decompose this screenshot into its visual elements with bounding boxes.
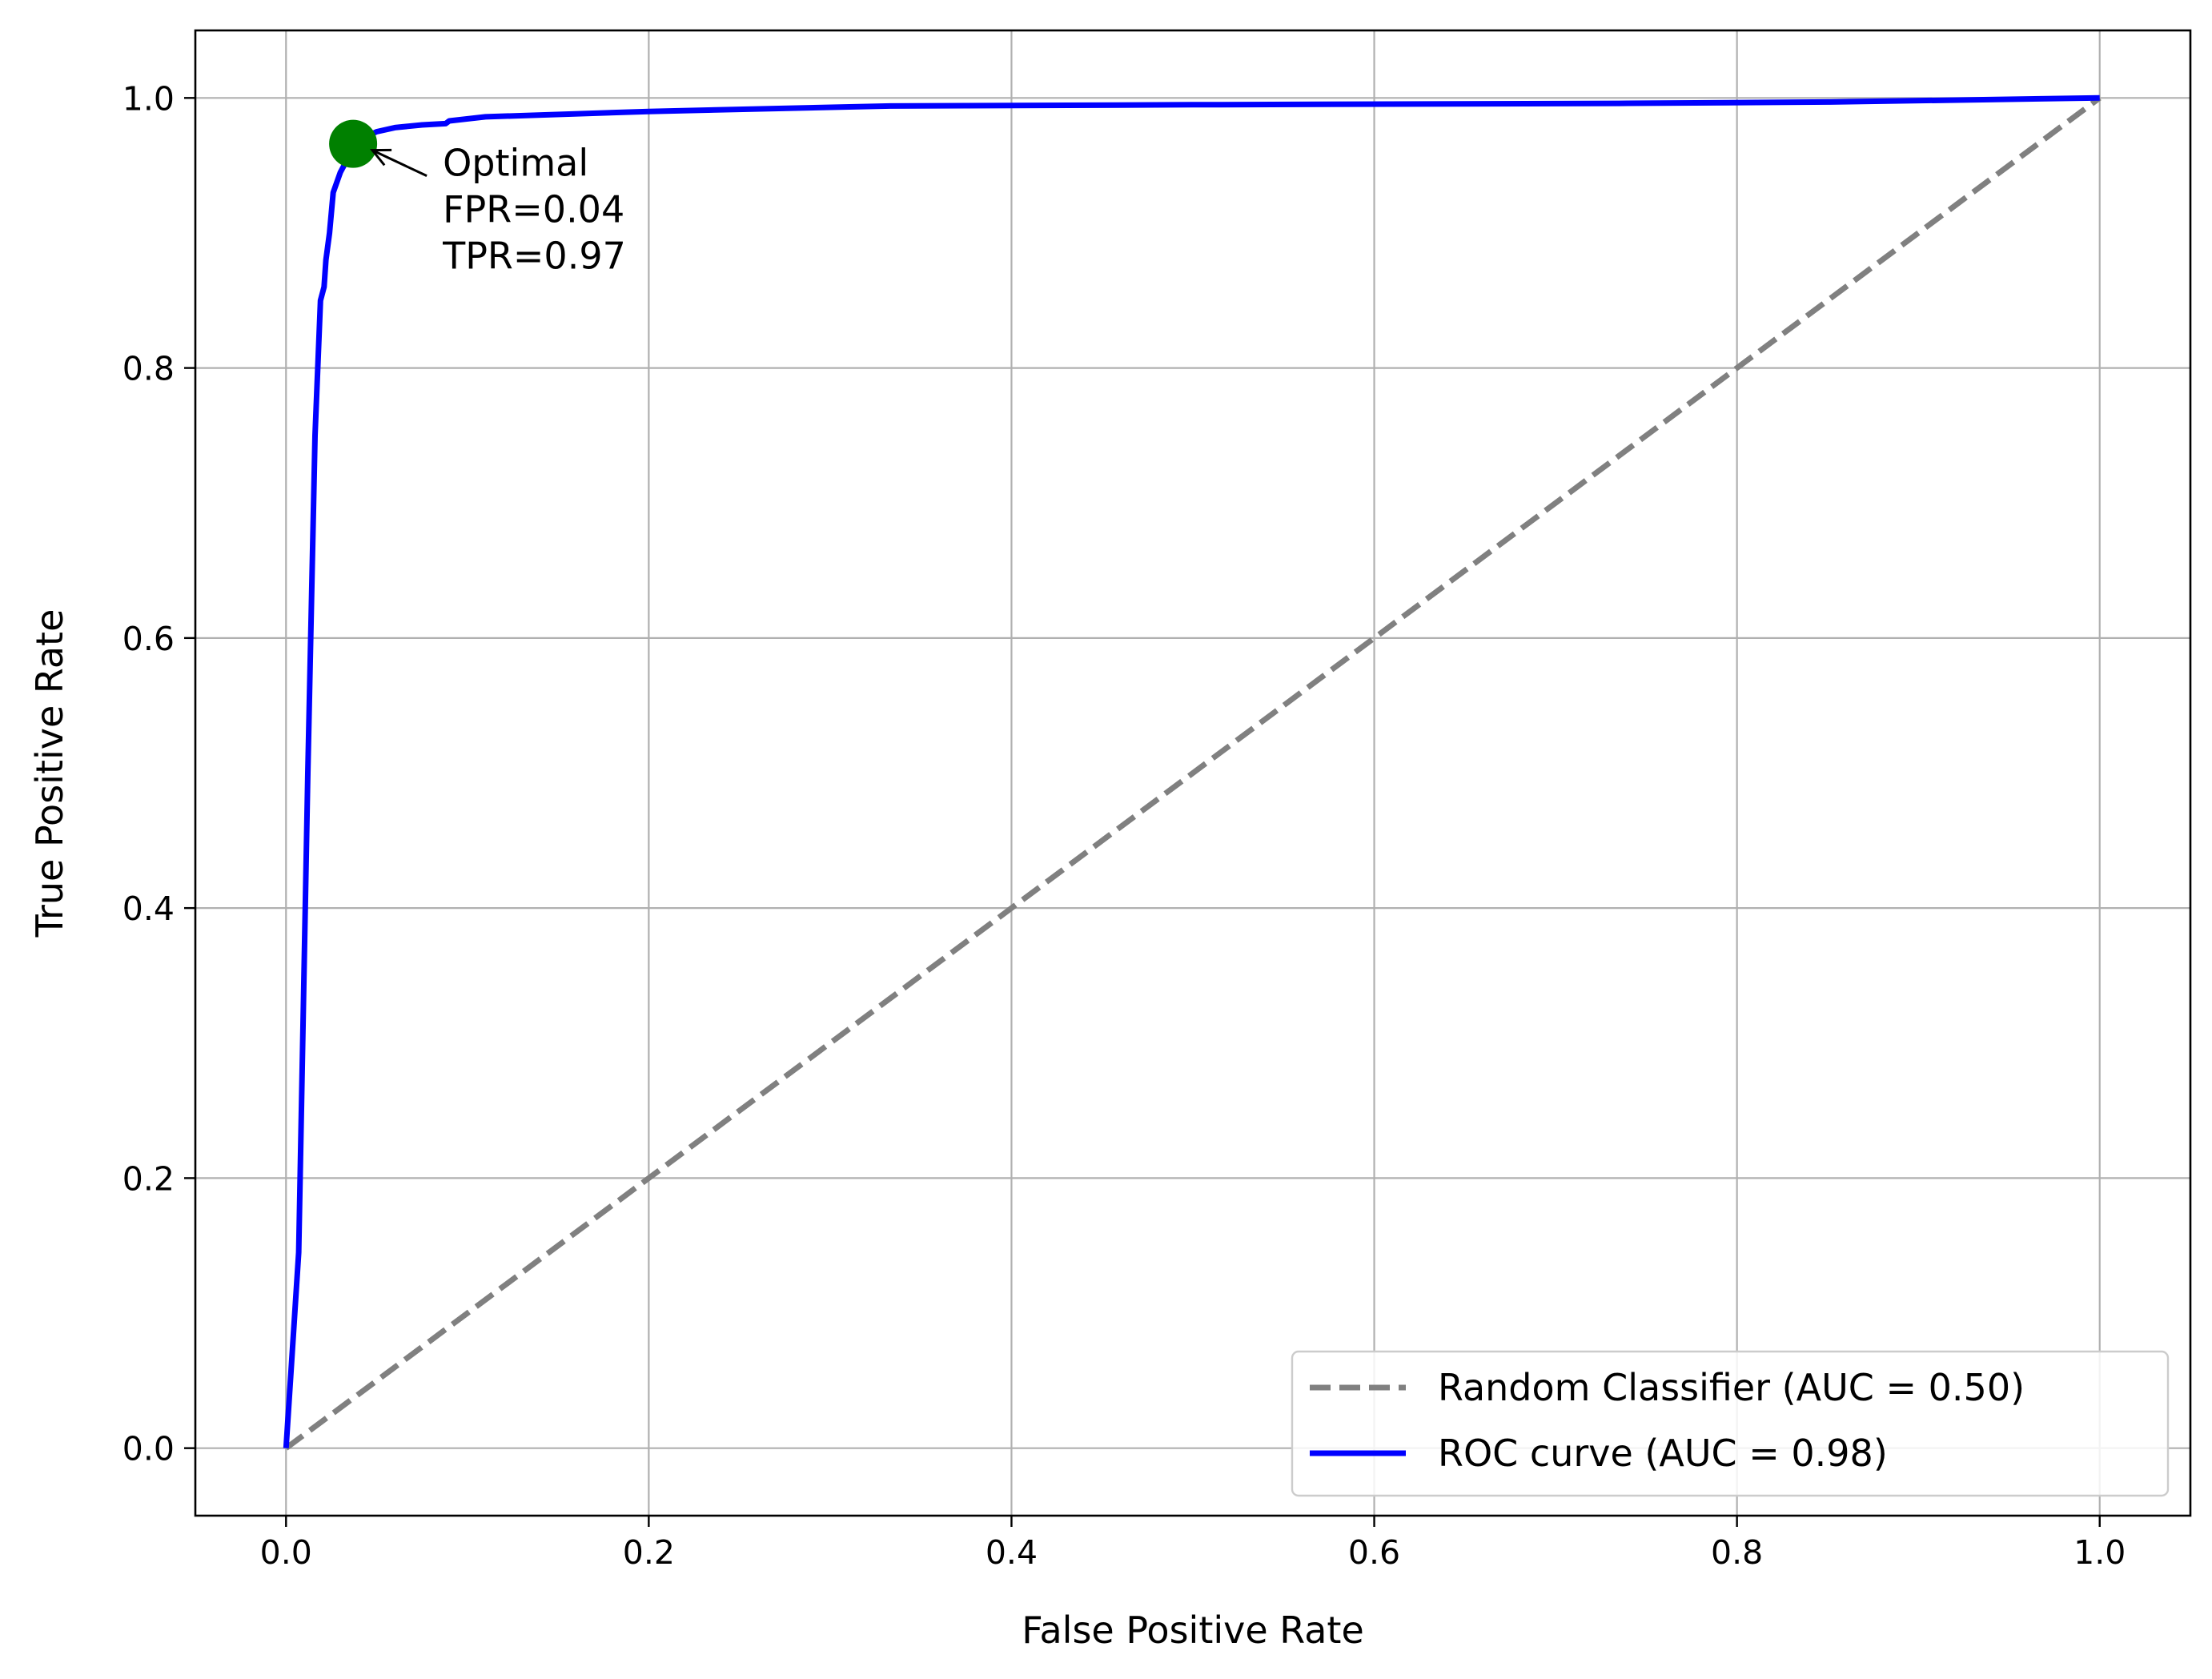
plot-points (329, 119, 378, 168)
legend-label-0: Random Classifier (AUC = 0.50) (1438, 1366, 2025, 1409)
annotation-line-2: TPR=0.97 (442, 235, 626, 278)
x-tick-label-2: 0.4 (986, 1533, 1038, 1572)
y-axis-label: True Positive Rate (28, 609, 71, 938)
x-tick-label-4: 0.8 (1711, 1533, 1763, 1572)
annotation-arrow-head (369, 148, 392, 167)
series-line-0 (284, 95, 2102, 1451)
x-tick-label-3: 0.6 (1348, 1533, 1400, 1572)
y-tick-label-2: 0.4 (122, 890, 175, 928)
legend-label-1: ROC curve (AUC = 0.98) (1438, 1432, 1888, 1475)
x-tick-label-5: 1.0 (2073, 1533, 2126, 1572)
legend: Random Classifier (AUC = 0.50) ROC curve … (1291, 1350, 2170, 1497)
optimal-point-marker (329, 119, 378, 168)
y-tick-label-0: 0.0 (122, 1430, 175, 1468)
legend-box (1291, 1350, 2170, 1497)
annotation-line-1: FPR=0.04 (443, 188, 624, 231)
y-tick-label-4: 0.8 (122, 350, 175, 388)
annotation-arrow-shaft (371, 149, 428, 178)
plot-frame (194, 29, 2192, 1517)
y-tick-label-1: 0.2 (122, 1159, 175, 1198)
grid-lines (195, 30, 2190, 1516)
x-tick-label-1: 0.2 (623, 1533, 675, 1572)
axis-ticks: 0.0 0.2 0.4 0.6 0.8 1.0 0.0 0.2 0.4 0.6 0.8 1.0 (122, 79, 2126, 1572)
y-tick-label-5: 1.0 (122, 79, 175, 118)
x-axis-label: False Positive Rate (1022, 1609, 1364, 1652)
annotation-line-0: Optimal (443, 142, 588, 185)
y-tick-label-3: 0.6 (122, 620, 175, 658)
x-tick-label-0: 0.0 (260, 1533, 312, 1572)
